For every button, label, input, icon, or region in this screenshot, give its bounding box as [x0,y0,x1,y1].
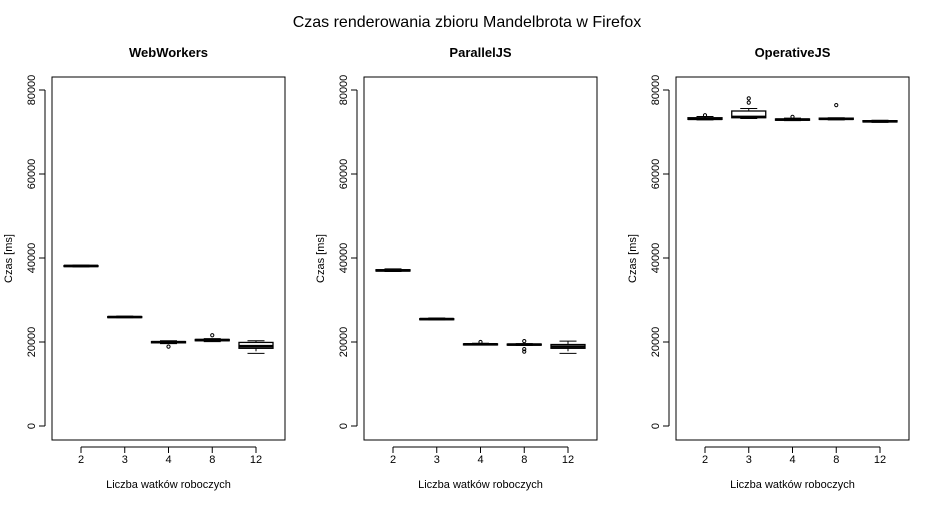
y-axis-label: Czas [ms] [3,234,15,283]
box-2 [687,113,723,121]
figure-title: Czas renderowania zbioru Mandelbrota w F… [292,14,642,31]
x-tick-label: 4 [789,454,795,466]
y-axis-label: Czas [ms] [315,234,327,283]
box-12 [550,340,586,354]
panel-2: ParallelJS 0 20000 40000 60000 80000 Czas [ms]… [315,45,598,491]
y-tick-label: 0 [338,423,350,429]
box-12 [862,119,898,123]
box-3 [107,315,143,319]
panel-1: WebWorkers 0 20000 40000 60000 80000 Czas [ms]… [3,45,286,491]
box-4 [774,114,811,122]
box-2 [63,264,99,268]
y-tick-label: 20000 [650,327,662,358]
box-8 [506,339,542,354]
y-tick-label: 0 [650,423,662,429]
y-tick-label: 60000 [338,159,350,190]
x-tick-label: 8 [521,454,527,466]
x-tick-label: 12 [874,454,886,466]
plot-frame [363,76,598,441]
x-tick-label: 12 [250,454,262,466]
outlier-point [210,333,215,338]
outlier-point [478,339,483,345]
box-4 [462,339,499,346]
outlier-point [790,114,795,119]
panel-title: ParallelJS [449,45,511,60]
outlier-point [522,349,527,354]
outlier-point [522,339,527,344]
box-8 [818,103,854,121]
outlier-point [522,347,527,352]
outlier-point [166,344,171,349]
plot-frame [51,76,286,441]
y-tick-label: 40000 [338,243,350,274]
plot-frame [675,76,910,441]
y-tick-label: 0 [26,423,38,429]
box-3 [731,96,767,120]
outlier-point [702,113,708,118]
y-tick-label: 80000 [26,75,38,106]
x-axis-label: Liczba watków roboczych [106,479,231,491]
x-tick-label: 8 [209,454,215,466]
panel-3: OperativeJS 0 20000 40000 60000 80000 Czas [ms… [627,45,910,491]
y-tick-label: 40000 [26,243,38,274]
y-tick-label: 60000 [650,159,662,190]
box-3 [419,317,455,321]
x-axis-label: Liczba watków roboczych [418,479,543,491]
y-tick-label: 40000 [650,243,662,274]
x-tick-label: 12 [562,454,574,466]
y-tick-label: 80000 [338,75,350,106]
y-tick-label: 60000 [26,159,38,190]
box-4 [150,340,187,349]
x-axis-label: Liczba watków roboczych [730,479,855,491]
x-tick-label: 4 [477,454,483,466]
box-2 [375,268,411,272]
box-8 [194,333,230,343]
x-tick-label: 3 [122,454,128,466]
x-tick-label: 2 [78,454,84,466]
panel-title: OperativeJS [755,45,831,60]
x-tick-label: 3 [746,454,752,466]
outlier-point [746,96,751,101]
box-12 [238,340,274,354]
x-tick-label: 2 [702,454,708,466]
x-tick-label: 3 [434,454,440,466]
x-tick-label: 8 [833,454,839,466]
x-tick-label: 2 [390,454,396,466]
y-tick-label: 80000 [650,75,662,106]
x-tick-label: 4 [165,454,171,466]
y-tick-label: 20000 [26,327,38,358]
y-tick-label: 20000 [338,327,350,358]
panel-title: WebWorkers [129,45,208,60]
y-axis-label: Czas [ms] [627,234,639,283]
outlier-point [834,103,839,108]
outlier-point [746,100,751,105]
